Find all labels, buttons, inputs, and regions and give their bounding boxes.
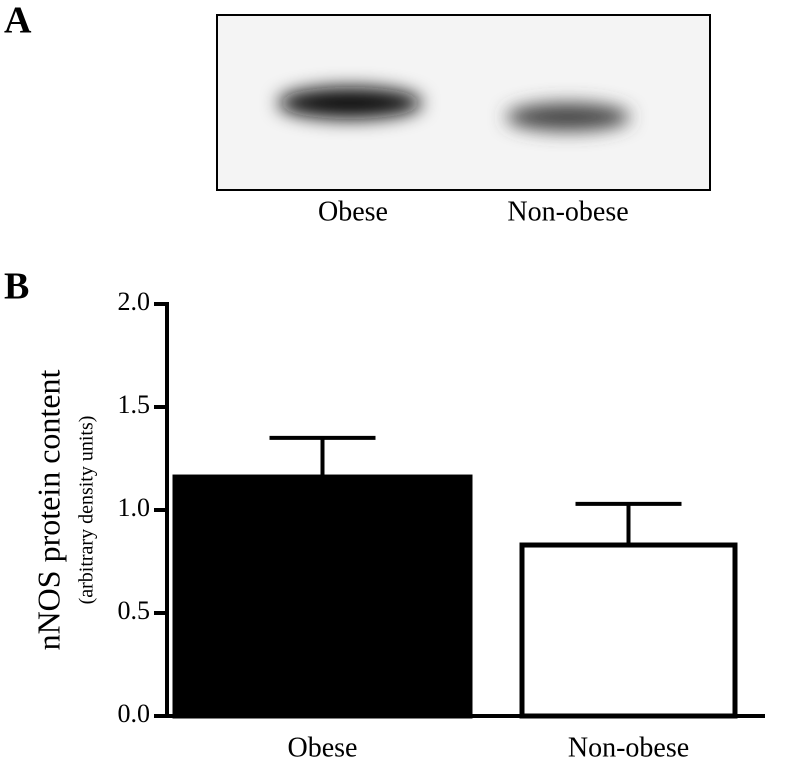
bar (172, 474, 473, 719)
x-tick-label: Obese (288, 732, 358, 760)
bar (519, 542, 738, 719)
y-tick-label: 1.5 (118, 390, 151, 419)
blot-band (506, 103, 630, 131)
x-tick-label: Non-obese (568, 732, 689, 760)
panel-label: B (4, 266, 29, 308)
y-tick-label: 0.0 (118, 699, 151, 728)
y-axis-sublabel: (arbitrary density units) (76, 416, 98, 605)
lane-label: Non-obese (507, 196, 628, 227)
panel-label: A (4, 0, 32, 42)
blot-band (278, 87, 422, 119)
y-tick-label: 1.0 (118, 493, 151, 522)
lane-label: Obese (318, 196, 388, 227)
y-tick-label: 2.0 (118, 287, 151, 316)
y-axis-label: nNOS protein content (30, 369, 66, 650)
y-tick-label: 0.5 (118, 596, 151, 625)
western-blot (216, 14, 711, 191)
